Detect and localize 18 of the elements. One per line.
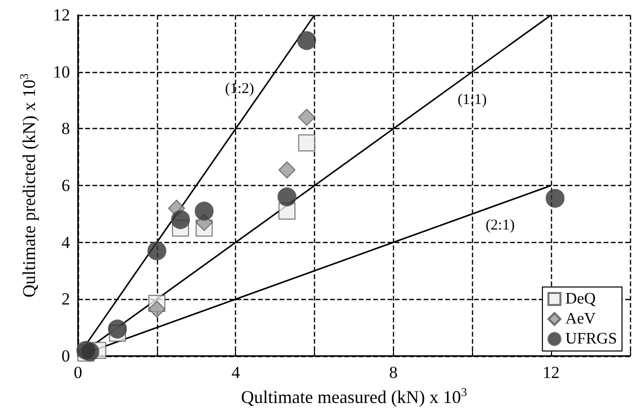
- series-label: (1:1): [458, 92, 487, 108]
- y-axis-title: Qultimate predicted (kN) x 103: [17, 74, 39, 298]
- legend-label: DeQ: [565, 290, 596, 308]
- series-label: (2:1): [486, 218, 515, 234]
- x-tick-label: 4: [231, 363, 240, 382]
- legend-label: AeV: [565, 310, 596, 328]
- y-tick-label: 10: [53, 62, 70, 82]
- y-tick-label: 4: [62, 232, 70, 252]
- x-tick-label: 12: [542, 363, 560, 382]
- legend-label: UFRGS: [565, 330, 617, 348]
- x-tick-label: 0: [74, 363, 82, 382]
- y-tick-label: 12: [53, 6, 70, 24]
- x-tick-label: 8: [389, 363, 398, 382]
- series-label: (1:2): [224, 81, 254, 97]
- y-tick-label: 0: [62, 346, 70, 366]
- y-tick-label: 8: [62, 119, 70, 138]
- y-tick-label: 2: [62, 290, 70, 309]
- y-tick-label: 6: [62, 176, 70, 195]
